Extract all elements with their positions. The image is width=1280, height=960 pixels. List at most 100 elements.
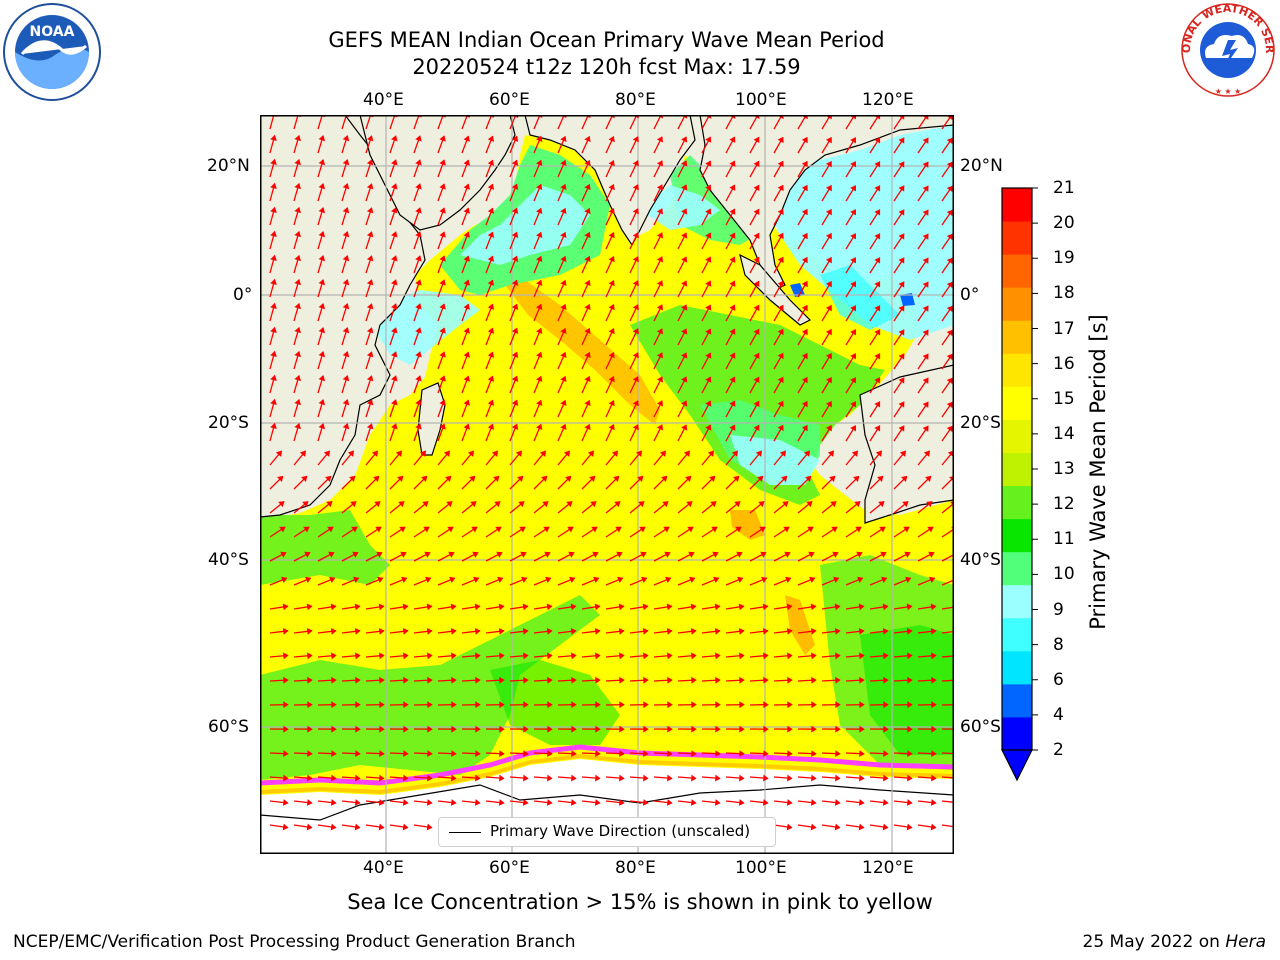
wave-arrow-head [415,351,422,358]
wave-arrow-head [547,652,553,660]
wave-arrow-head [495,526,502,533]
colorbar-tick: 16 [1053,353,1075,374]
wave-arrow-head [415,327,422,334]
wave-arrow-head [318,135,326,142]
wave-arrow-head [825,304,832,312]
wave-arrow-head [318,231,326,238]
wave-arrow-head [663,526,670,533]
wave-arrow-head [643,774,649,782]
wave-arrow-head [378,603,385,611]
wave-arrow-head [705,208,712,215]
wave-arrow-head [331,652,337,660]
wave-arrow-head [547,701,553,709]
wave-arrow-head [808,551,815,558]
wave-arrow-head [656,184,663,191]
wave-arrow-head [584,327,591,335]
wave-arrow-head [427,676,433,684]
wave-arrow-head [427,652,433,660]
wave-arrow-head [376,551,383,558]
wave-arrow-head [594,603,601,611]
wave-arrow-head [511,279,519,286]
wave-arrow-head [391,279,398,286]
wave-arrow-head [643,725,649,733]
colorbar-segment [1002,419,1032,453]
wave-arrow-head [439,279,446,286]
wave-arrow-head [270,278,277,285]
wave-arrow-head [715,725,721,733]
wave-arrow-head [563,450,570,457]
wave-arrow-head [874,209,881,216]
wave-arrow-head [850,353,857,360]
wave-arrow-head [729,280,736,287]
wave-arrow-head [511,375,519,382]
wave-arrow-head [299,450,306,457]
wave-arrow-head [825,256,832,264]
lat-tick-right-60s: 60°S [960,717,1001,737]
wave-arrow-head [874,353,881,360]
wave-arrow-head [898,401,905,408]
wave-arrow-head [523,774,529,782]
wave-arrow-head [619,701,625,709]
wave-arrow-head [331,701,337,709]
wave-arrow-head [922,257,929,264]
wave-arrow-head [898,329,905,336]
wave-arrow-head [927,526,934,533]
wave-arrow-head [352,551,359,558]
wave-arrow-head [681,304,688,311]
wave-arrow-head [714,628,721,635]
wave-arrow-head [366,423,374,430]
wave-arrow-head [342,135,350,142]
wave-arrow-head [811,725,817,733]
wave-arrow-head [374,501,381,508]
wave-arrow-head [536,135,543,142]
wave-arrow [341,115,348,130]
wave-arrow-head [307,652,313,660]
wave-arrow-head [777,304,784,312]
wave-arrow-head [520,551,527,558]
wave-arrow-head [270,182,277,189]
wave-arrow-head [687,526,694,533]
wave-arrow-head [737,576,744,584]
wave-arrow-head [930,799,937,806]
wave-arrow-head [922,281,929,288]
wave-arrow-head [898,209,905,216]
wave-arrow-head [584,255,591,263]
wave-arrow-head [705,328,712,335]
wave-arrow-head [487,207,495,214]
wave-arrow-head [922,185,929,192]
wave-arrow-head [825,160,832,168]
wave-arrow-head [835,750,841,758]
wave-arrow-head [499,701,505,709]
wave-arrow-head [835,725,841,733]
colorbar-tick: 4 [1053,704,1064,725]
wave-arrow-head [810,603,817,611]
wave-arrow-head [739,652,745,660]
wave-arrow-head [402,603,409,611]
wave-arrow-head [351,526,358,533]
wave-arrow-head [342,207,350,214]
wave-arrow-head [922,233,929,240]
wave-arrow-head [391,159,398,166]
wave-arrow [413,115,420,130]
wave-arrow-head [560,327,567,335]
wave-arrow-head [571,701,577,709]
wave-direction-arrows [269,115,954,831]
sea-ice-edge [260,744,954,786]
wave-arrow-head [810,628,817,635]
wave-arrow-head [342,423,350,430]
wave-arrow-head [739,750,745,758]
wave-arrow-head [426,603,433,611]
wave-arrow-head [946,137,953,144]
legend-line-icon [449,832,481,833]
wave-arrow-head [656,376,663,383]
wave-arrow-head [378,799,385,806]
wave-arrow-head [595,652,601,660]
colorbar-segment [1002,452,1032,487]
wave-arrow-head [643,701,649,709]
wave-arrow-head [851,450,858,457]
wave-arrow-head [801,304,808,312]
wave-arrow-head [733,475,740,482]
wave-arrow-head [681,328,688,335]
wave-arrow-head [439,375,446,382]
wave-arrow-head [681,160,688,167]
